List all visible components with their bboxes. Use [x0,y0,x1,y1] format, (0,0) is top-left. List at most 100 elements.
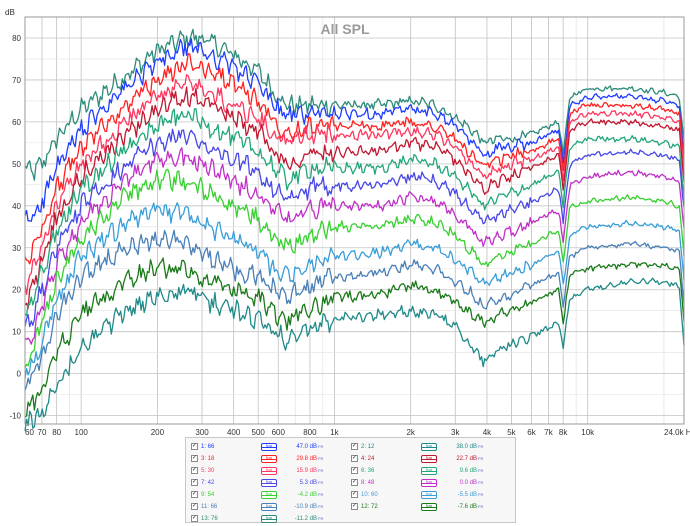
legend-checkbox[interactable]: ✓ [191,503,198,510]
legend-offset: 9.6 dB [459,467,477,474]
legend-unit: FR [478,444,484,449]
legend-swatch[interactable]: /ve [421,490,437,499]
legend-checkbox[interactable]: ✓ [351,455,358,462]
y-tick-label: 0 [17,370,22,379]
x-tick-label: 24.0k Hz [664,428,690,437]
legend-unit: FR [318,504,324,509]
legend-checkbox[interactable]: ✓ [191,491,198,498]
legend-unit: FR [478,480,484,485]
legend-checkbox[interactable]: ✓ [351,491,358,498]
series-line [24,53,685,265]
legend-checkbox[interactable]: ✓ [351,503,358,510]
legend-offset: -10.9 dB [294,503,317,510]
legend-offset: -11.2 dB [294,515,317,522]
y-tick-label: 50 [12,160,21,169]
legend-unit: FR [478,504,484,509]
legend-swatch[interactable]: /ve [421,466,437,475]
y-tick-label: 30 [12,244,21,253]
legend-swatch-line [262,470,276,472]
legend-label: 6: 36 [361,467,375,474]
y-axis-label: dB [5,8,15,17]
legend-swatch-line [422,482,436,484]
legend-checkbox[interactable]: ✓ [191,443,198,450]
x-tick-label: 200 [151,428,165,437]
legend-swatch-line [262,518,276,520]
x-tick-label: 3k [451,428,460,437]
x-tick-label: 500 [252,428,266,437]
legend-label: 7: 42 [201,479,215,486]
y-tick-label: 60 [12,118,21,127]
legend-swatch-line [262,506,276,508]
legend-swatch[interactable]: /ve [261,442,277,451]
legend-unit: FR [318,480,324,485]
legend-label: 4: 24 [361,455,375,462]
legend-checkbox[interactable]: ✓ [191,479,198,486]
x-tick-label: 4k [483,428,492,437]
legend-swatch[interactable]: /ve [261,514,277,523]
legend-swatch-line [422,470,436,472]
x-tick-label: 5k [507,428,516,437]
legend-offset: -5.5 dB [457,491,477,498]
legend-swatch[interactable]: /ve [261,490,277,499]
legend-offset: 5.3 dB [299,479,317,486]
series-line [24,108,685,317]
legend-label: 11: 66 [201,503,218,510]
tick-labels: -10 0 10 20 30 40 50 60 70 80 60 70 80 100 200 300 400 50… [9,34,690,437]
legend-unit: FR [478,468,484,473]
y-tick-label: 40 [12,202,21,211]
legend-unit: FR [318,468,324,473]
legend-swatch[interactable]: /ve [421,502,437,511]
legend-offset: 38.0 dB [456,443,477,450]
x-tick-label: 800 [303,428,317,437]
legend-swatch[interactable]: /ve [421,454,437,463]
legend-offset: -7.6 dB [457,503,477,510]
x-tick-label: 70 [38,428,47,437]
legend-label: 12: 72 [361,503,378,510]
y-tick-label: 70 [12,76,21,85]
legend-checkbox[interactable]: ✓ [191,455,198,462]
x-tick-label: 7k [544,428,553,437]
legend-checkbox[interactable]: ✓ [191,515,198,522]
series-line [24,168,685,369]
legend-unit: FR [318,516,324,521]
x-tick-label: 600 [272,428,286,437]
legend-swatch[interactable]: /ve [261,502,277,511]
legend-swatch-line [262,494,276,496]
legend-checkbox[interactable]: ✓ [351,467,358,474]
legend-unit: FR [318,456,324,461]
series-line [24,147,685,345]
legend-offset: 0.0 dB [459,479,477,486]
legend-label: 10: 60 [361,491,378,498]
curves [24,28,685,432]
x-tick-label: 8k [559,428,568,437]
legend-swatch[interactable]: /ve [421,442,437,451]
legend-swatch[interactable]: /ve [421,478,437,487]
legend-swatch[interactable]: /ve [261,466,277,475]
y-tick-label: 20 [12,286,21,295]
legend-label: 2: 12 [361,443,375,450]
series-line [24,86,685,310]
legend-swatch[interactable]: /ve [261,478,277,487]
legend-unit: FR [478,492,484,497]
legend-checkbox[interactable]: ✓ [351,479,358,486]
legend-label: 9: 54 [201,491,215,498]
legend-swatch[interactable]: /ve [261,454,277,463]
series-line [24,277,685,432]
legend-checkbox[interactable]: ✓ [351,443,358,450]
legend-checkbox[interactable]: ✓ [191,467,198,474]
series-line [24,257,685,418]
